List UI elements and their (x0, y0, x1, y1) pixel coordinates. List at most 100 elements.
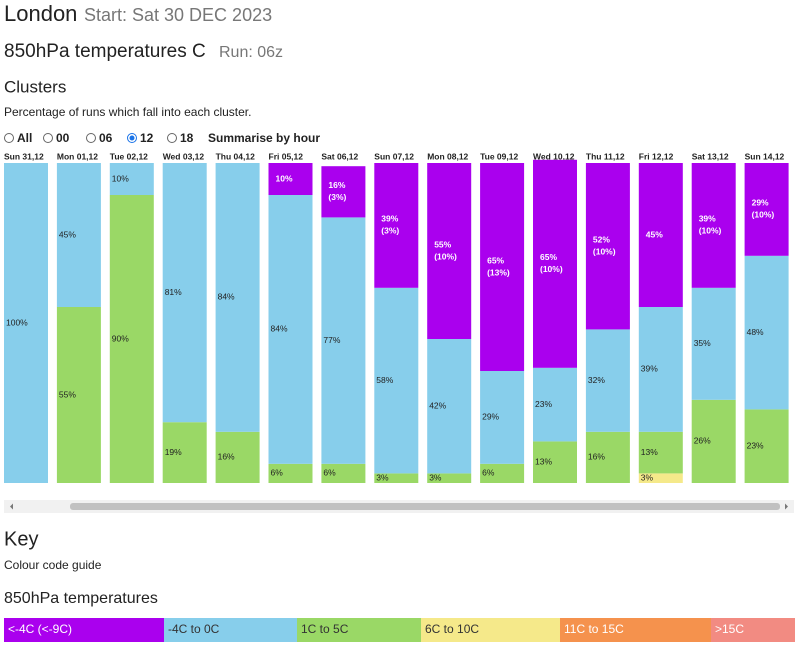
day-label: Tue 02,12 (110, 151, 148, 161)
radio-label[interactable]: All (17, 131, 32, 145)
bar-segment (638, 431, 683, 474)
bar-segment (321, 166, 366, 218)
bar-segment (268, 463, 313, 483)
summarise[interactable]: Summarise by hour (208, 131, 320, 145)
value-label: 65% (487, 255, 504, 265)
radio-dot[interactable] (129, 135, 135, 141)
value-label: 42% (429, 400, 446, 410)
key-swatch (421, 618, 560, 642)
bar-segment (533, 159, 577, 368)
value-label: 45% (59, 229, 76, 239)
value-label: 39% (699, 214, 716, 224)
bar-segment (162, 422, 207, 483)
value-label: 13% (641, 447, 658, 457)
day-label: Tue 09,12 (480, 151, 518, 161)
radio[interactable] (4, 133, 14, 143)
value-label: 45% (646, 229, 663, 239)
bar-segment (585, 329, 630, 432)
value-label: 52% (593, 234, 610, 244)
bar-segment (374, 473, 419, 483)
sub-label: (10%) (540, 264, 563, 274)
value-label: 23% (535, 399, 552, 409)
bar-segment (691, 163, 736, 288)
value-label: 77% (323, 335, 340, 345)
bar-segment (533, 441, 577, 483)
bar-segment (638, 163, 683, 307)
bar-segment (691, 287, 736, 400)
radio-label[interactable]: 06 (99, 131, 113, 145)
value-label: 65% (540, 252, 557, 262)
value-label: 100% (6, 317, 28, 327)
key-guide: Colour code guide (4, 558, 102, 572)
scroll-thumb[interactable] (70, 503, 780, 510)
radio-label[interactable]: 00 (56, 131, 70, 145)
value-label: 3% (376, 472, 389, 482)
bar-segment (427, 163, 472, 339)
value-label: 16% (218, 452, 235, 462)
value-label: 6% (271, 468, 284, 478)
bar-segment (215, 431, 260, 483)
radio[interactable] (167, 133, 177, 143)
value-label: 16% (588, 452, 605, 462)
value-label: 3% (641, 472, 654, 482)
key-swatch (297, 618, 421, 642)
day-label: Sun 07,12 (374, 151, 414, 161)
sub-label: (10%) (434, 251, 457, 261)
bar-segment (585, 431, 630, 483)
bar-segment (56, 163, 101, 307)
sub-label: (3%) (381, 226, 399, 236)
section: Clusters (4, 77, 66, 96)
bar-segment (374, 287, 419, 474)
value-label: 32% (588, 375, 605, 385)
radio-label[interactable]: 18 (180, 131, 194, 145)
radio-label[interactable]: 12 (140, 131, 154, 145)
bar-segment (744, 409, 789, 483)
run: Run: 06z (219, 44, 283, 61)
start: Start: Sat 30 DEC 2023 (84, 5, 272, 25)
bar-segment (533, 367, 577, 442)
key-label: <-4C (<-9C) (8, 622, 72, 636)
value-label: 10% (112, 173, 129, 183)
radio[interactable] (43, 133, 53, 143)
value-label: 84% (218, 292, 235, 302)
bar-segment (585, 163, 630, 330)
sub-label: (10%) (752, 210, 775, 220)
key-label: -4C to 0C (168, 622, 220, 636)
value-label: 29% (752, 198, 769, 208)
value-label: 81% (165, 287, 182, 297)
value-label: 6% (323, 468, 336, 478)
day-label: Fri 12,12 (639, 151, 674, 161)
bar-segment (56, 307, 101, 483)
day-label: Thu 11,12 (586, 151, 625, 161)
bar-segment (374, 163, 419, 288)
key-label: 6C to 10C (425, 622, 479, 636)
value-label: 55% (59, 389, 76, 399)
day-label: Sat 13,12 (692, 151, 729, 161)
bar-segment (638, 473, 683, 483)
sub-label: (10%) (593, 246, 616, 256)
day-label: Wed 03,12 (163, 151, 205, 161)
description: Percentage of runs which fall into each … (4, 105, 251, 119)
value-label: 29% (482, 412, 499, 422)
key-label: 11C to 15C (564, 622, 624, 636)
key-swatch (4, 618, 164, 642)
value-label: 58% (376, 375, 393, 385)
bar-segment (744, 163, 789, 256)
key-label: 1C to 5C (301, 622, 349, 636)
day-label: Mon 08,12 (427, 151, 468, 161)
value-label: 10% (276, 173, 293, 183)
bar-segment (321, 463, 366, 483)
value-label: 13% (535, 456, 552, 466)
bar-segment (109, 195, 154, 483)
bar-segment (691, 399, 736, 483)
bar-segment (480, 163, 525, 371)
key-subtitle: 850hPa temperatures (4, 590, 158, 607)
subtitle: 850hPa temperatures C (4, 41, 206, 62)
day-label: Wed 10,12 (533, 151, 575, 161)
day-label: Fri 05,12 (269, 151, 304, 161)
sub-label: (10%) (699, 226, 722, 236)
radio[interactable] (86, 133, 96, 143)
day-label: Sat 06,12 (321, 151, 358, 161)
bar-segment (162, 163, 207, 423)
